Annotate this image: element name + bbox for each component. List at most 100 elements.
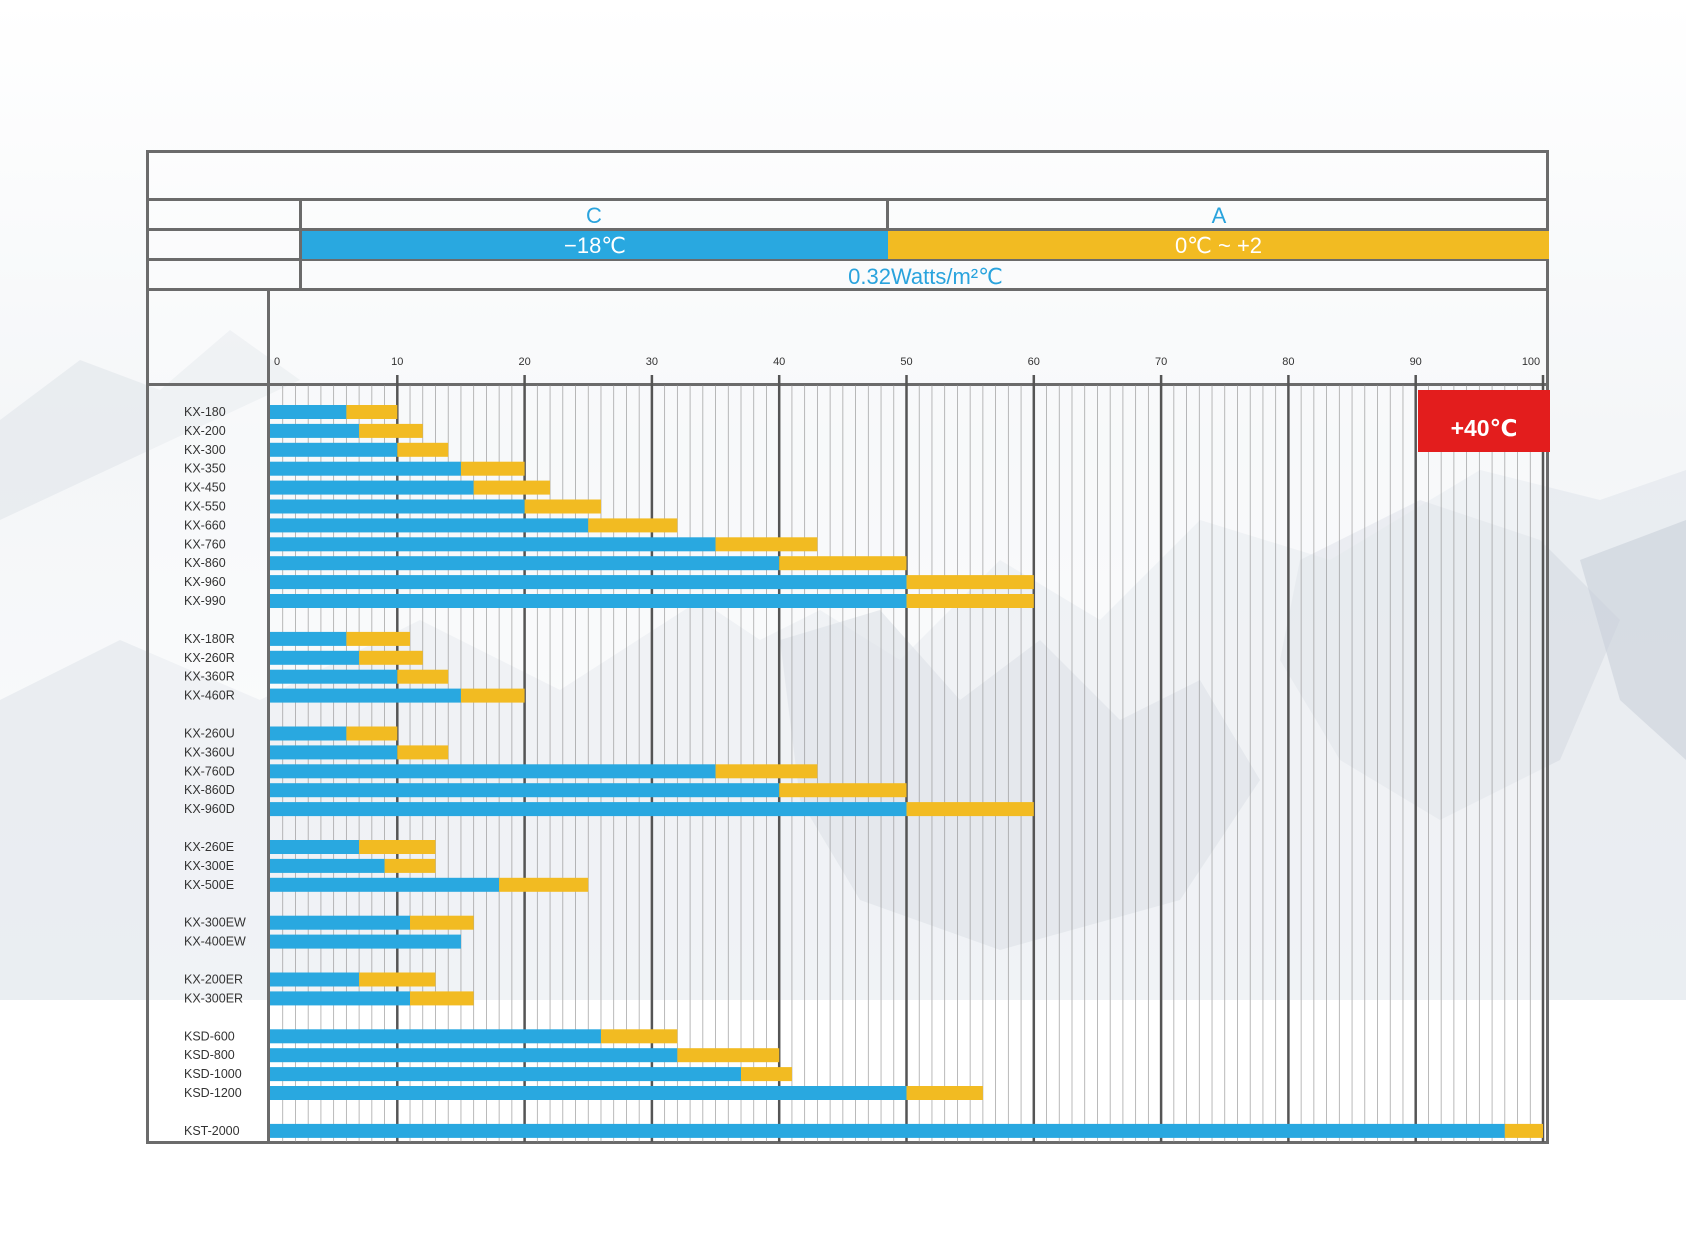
bar-segment-a — [346, 726, 398, 741]
bar-segment-a — [460, 688, 525, 703]
bar-segment-a — [359, 650, 423, 665]
bar-segment-c — [270, 877, 500, 892]
bar-segment-a — [741, 1067, 792, 1082]
row-label: KX-400EW — [184, 935, 246, 949]
bar-segment-c — [270, 480, 474, 495]
bar-segment-c — [270, 669, 398, 684]
bar-segment-a — [397, 669, 449, 684]
bar-segment-c — [270, 1029, 601, 1044]
row-label: KX-360U — [184, 745, 235, 759]
x-tick-label: 60 — [1028, 356, 1040, 368]
bar-segment-a — [346, 631, 411, 646]
row-label-column-divider — [267, 288, 270, 1144]
bar-segment-a — [677, 1048, 780, 1063]
row-label: KX-180R — [184, 632, 235, 646]
bar-segment-c — [270, 518, 589, 533]
row-label: KX-180 — [184, 405, 226, 419]
bar-segment-a — [359, 840, 436, 854]
bar-segment-a — [346, 405, 398, 419]
axis-top-line — [146, 383, 1549, 386]
row-label: KX-350 — [184, 462, 226, 476]
bar-segment-a — [715, 764, 818, 779]
header-divider-3 — [146, 258, 1549, 261]
row-label: KST-2000 — [184, 1124, 240, 1138]
bar-segment-a — [779, 556, 907, 571]
bar-segment-c — [270, 1067, 742, 1082]
bar-segment-a — [588, 518, 678, 533]
bar-segment-a — [906, 594, 1034, 608]
x-tick-label: 0 — [274, 356, 280, 368]
header-divider-4 — [146, 288, 1549, 291]
row-label: KX-300E — [184, 859, 234, 873]
bar-segment-a — [397, 442, 449, 457]
row-label: KX-200ER — [184, 973, 243, 987]
bar-segment-a — [906, 802, 1034, 817]
row-label: KX-760D — [184, 764, 235, 778]
bar-segment-a — [906, 1086, 983, 1100]
bar-segment-c — [270, 858, 385, 873]
header-category-divider — [886, 198, 889, 230]
x-tick-label: 20 — [518, 356, 530, 368]
bar-segment-a — [499, 877, 589, 892]
bar-segment-c — [270, 764, 716, 779]
bar-segment-a — [397, 745, 449, 760]
bar-segment-a — [359, 972, 436, 987]
x-tick-label: 90 — [1410, 356, 1422, 368]
bar-segment-c — [270, 840, 360, 854]
bar-segment-a — [359, 423, 423, 438]
bar-segment-a — [1504, 1123, 1543, 1138]
x-tick-label: 70 — [1155, 356, 1167, 368]
bar-segment-a — [410, 915, 474, 930]
x-tick-label: 10 — [391, 356, 403, 368]
row-label: KX-450 — [184, 481, 226, 495]
row-label: KX-460R — [184, 689, 235, 703]
bar-segment-a — [600, 1029, 678, 1044]
bar-segment-a — [473, 480, 551, 495]
bar-segment-c — [270, 423, 360, 438]
row-label: KX-260E — [184, 840, 234, 854]
row-label: KX-300 — [184, 443, 226, 457]
row-label: KX-360R — [184, 670, 235, 684]
bar-segment-c — [270, 499, 525, 514]
bar-segment-c — [270, 783, 780, 798]
row-label: KX-760 — [184, 537, 226, 551]
row-label: KSD-600 — [184, 1029, 235, 1043]
bar-segment-c — [270, 915, 411, 930]
bar-segment-a — [779, 783, 907, 798]
bar-segment-c — [270, 802, 907, 817]
bar-segment-a — [715, 537, 818, 552]
bar-segment-c — [270, 1086, 907, 1100]
bar-segment-c — [270, 405, 347, 419]
category-a-label: A — [1211, 203, 1227, 228]
bar-segment-c — [270, 556, 780, 571]
bar-segment-c — [270, 745, 398, 760]
row-label: KX-960 — [184, 575, 226, 589]
x-tick-label: 50 — [900, 356, 912, 368]
row-label: KX-500E — [184, 878, 234, 892]
bar-segment-c — [270, 972, 360, 987]
row-label: KX-660 — [184, 518, 226, 532]
header-divider-1 — [146, 198, 1549, 201]
header-divider-2 — [146, 228, 1549, 231]
bar-segment-c — [270, 537, 716, 552]
row-label: KSD-800 — [184, 1048, 235, 1062]
row-label: KSD-1200 — [184, 1086, 242, 1100]
row-label: KX-960D — [184, 802, 235, 816]
x-tick-label: 80 — [1282, 356, 1294, 368]
bar-segment-c — [270, 594, 907, 608]
row-label: KX-300ER — [184, 991, 243, 1005]
bar-segment-a — [906, 575, 1034, 590]
temp-c-band: −18℃ — [302, 231, 888, 259]
bar-segment-a — [384, 858, 436, 873]
x-tick-label: 100 — [1522, 356, 1540, 368]
row-label: KX-860 — [184, 556, 226, 570]
x-tick-label: 30 — [646, 356, 658, 368]
row-label: KX-260U — [184, 727, 235, 741]
bar-segment-a — [524, 499, 601, 514]
bar-segment-c — [270, 442, 398, 457]
bar-segment-c — [270, 575, 907, 590]
category-c-label: C — [586, 203, 602, 228]
row-label: KSD-1000 — [184, 1067, 242, 1081]
bar-segment-c — [270, 991, 411, 1006]
